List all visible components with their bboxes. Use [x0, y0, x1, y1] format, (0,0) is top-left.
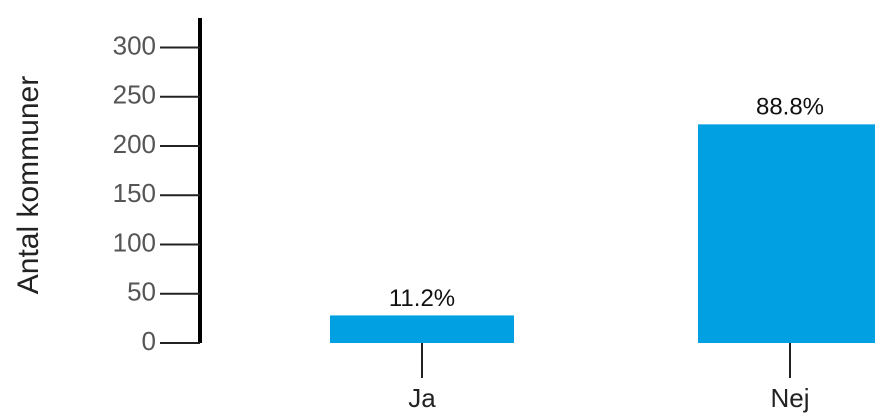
x-tick-label: Ja — [408, 383, 436, 413]
y-tick-label: 200 — [113, 129, 156, 159]
y-tick-label: 50 — [127, 277, 156, 307]
x-tick-label: Nej — [770, 383, 809, 413]
y-tick-label: 150 — [113, 178, 156, 208]
bar — [698, 124, 875, 343]
y-axis-label: Antal kommuner — [12, 76, 45, 294]
bar — [330, 315, 514, 343]
value-label: 88.8% — [756, 94, 824, 121]
y-tick-label: 0 — [142, 326, 156, 356]
y-tick-label: 100 — [113, 227, 156, 257]
y-tick-label: 300 — [113, 30, 156, 60]
value-label: 11.2% — [389, 285, 455, 312]
y-tick-label: 250 — [113, 80, 156, 110]
